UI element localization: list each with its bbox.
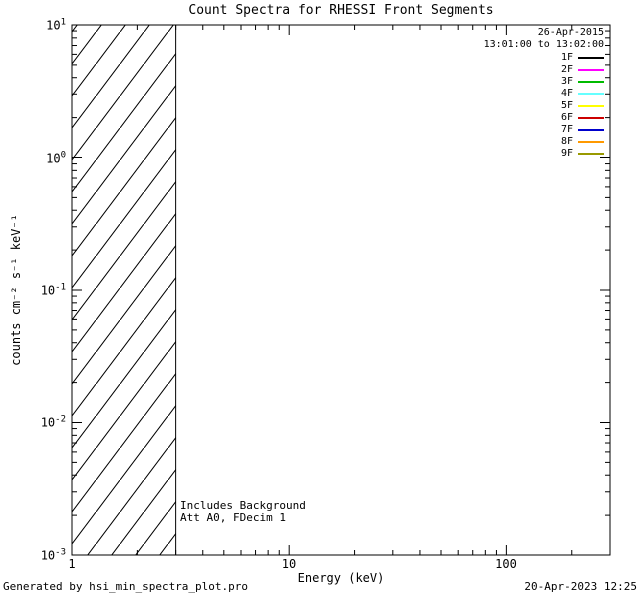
y-tick-exp: 1 — [60, 17, 66, 28]
legend-label: 9F — [560, 148, 573, 159]
x-tick-label: 10 — [281, 557, 297, 571]
y-tick-label: 10-2 — [0, 414, 66, 430]
legend-line-swatch — [578, 81, 604, 83]
legend-item: 7F — [561, 124, 604, 136]
legend-line-swatch — [578, 129, 604, 131]
legend-item: 4F — [561, 88, 604, 100]
y-tick-exp: -2 — [55, 414, 66, 425]
legend-line-swatch — [578, 57, 604, 59]
observation-time-range: 13:01:00 to 13:02:00 — [483, 39, 604, 50]
y-tick-label: 101 — [0, 17, 66, 33]
legend-line-swatch — [578, 105, 604, 107]
y-tick-exp: -1 — [55, 282, 66, 293]
legend-label: 6F — [560, 112, 573, 123]
legend-label: 5F — [560, 100, 573, 111]
legend-item: 2F — [561, 64, 604, 76]
background-note: Includes Background — [180, 499, 306, 512]
legend-line-swatch — [578, 153, 604, 155]
legend-item: 8F — [561, 136, 604, 148]
legend: 1F 2F 3F 4F 5F 6F 7F 8F — [561, 52, 604, 160]
legend-item: 6F — [561, 112, 604, 124]
y-tick-exp: 0 — [60, 150, 66, 161]
y-tick-label: 100 — [0, 150, 66, 166]
legend-line-swatch — [578, 141, 604, 143]
attenuator-note: Att A0, FDecim 1 — [180, 511, 286, 524]
y-tick-label: 10-3 — [0, 547, 66, 563]
generation-timestamp: 20-Apr-2023 12:25 — [524, 580, 637, 593]
legend-item: 3F — [561, 76, 604, 88]
y-axis-title: counts cm⁻² s⁻¹ keV⁻¹ — [9, 214, 23, 366]
legend-item: 1F — [561, 52, 604, 64]
legend-item: 9F — [561, 148, 604, 160]
legend-line-swatch — [578, 69, 604, 71]
y-tick-base: 10 — [40, 283, 56, 298]
y-tick-base: 10 — [46, 18, 61, 33]
legend-label: 7F — [560, 124, 573, 135]
legend-label: 3F — [560, 76, 573, 87]
x-tick-label: 100 — [495, 557, 517, 571]
y-tick-exp: -3 — [55, 547, 66, 558]
y-tick-base: 10 — [40, 548, 56, 563]
y-tick-label: 10-1 — [0, 282, 66, 298]
chart-title: Count Spectra for RHESSI Front Segments — [188, 3, 494, 18]
legend-label: 8F — [560, 136, 573, 147]
y-tick-base: 10 — [40, 415, 56, 430]
y-tick-base: 10 — [46, 151, 61, 166]
legend-item: 5F — [561, 100, 604, 112]
legend-line-swatch — [578, 93, 604, 95]
legend-label: 2F — [560, 64, 573, 75]
generated-by-text: Generated by hsi_min_spectra_plot.pro — [3, 580, 249, 593]
legend-label: 4F — [560, 88, 573, 99]
legend-label: 1F — [560, 52, 573, 63]
x-tick-label: 1 — [68, 557, 76, 571]
x-axis-title: Energy (keV) — [297, 571, 385, 585]
legend-line-swatch — [578, 117, 604, 119]
observation-date: 26-Apr-2015 — [537, 27, 604, 38]
